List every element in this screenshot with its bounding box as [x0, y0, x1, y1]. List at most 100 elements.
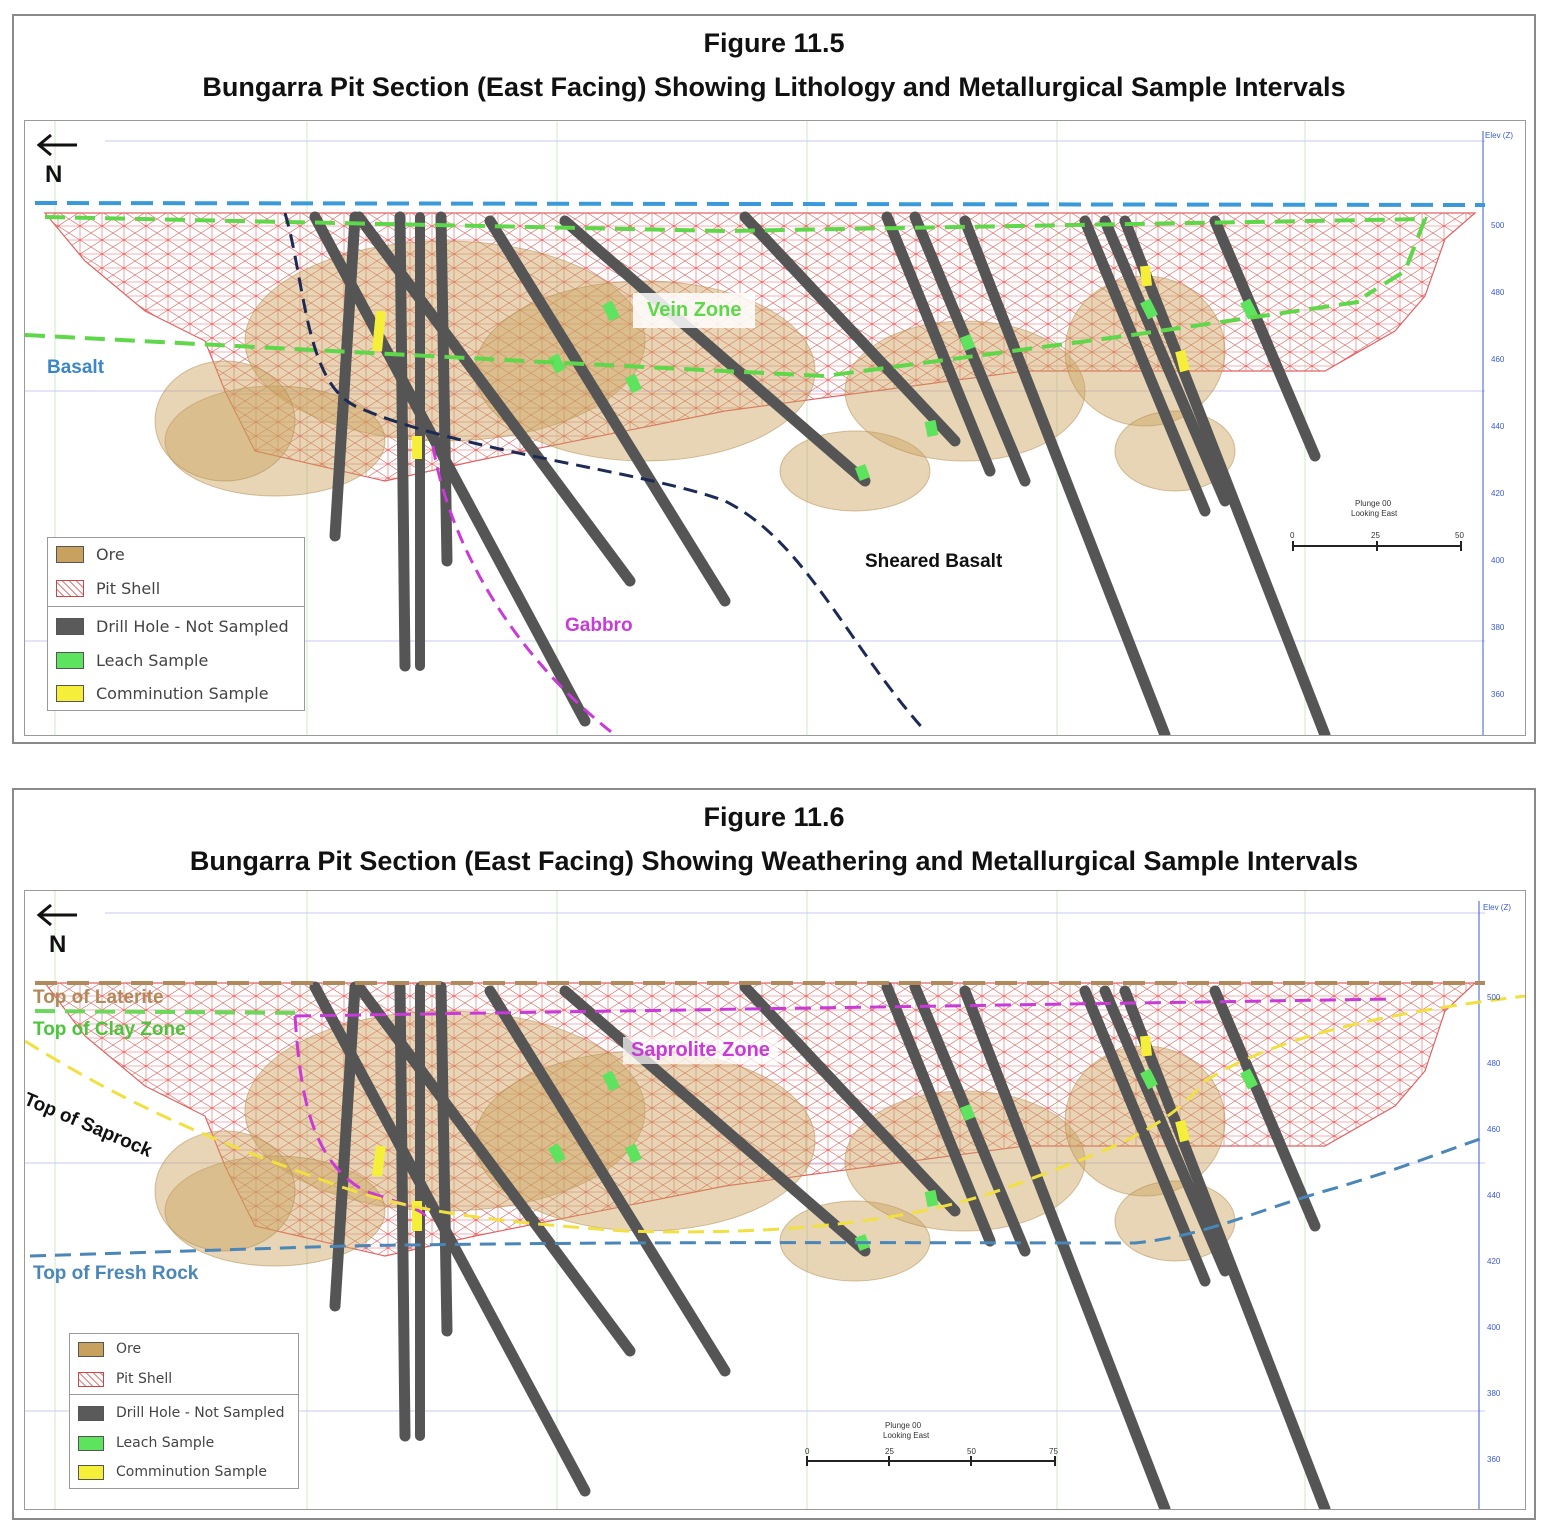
sheared-basalt-label: Sheared Basalt [865, 551, 1003, 572]
figure-number: Figure 11.6 [703, 802, 845, 832]
pit-section-view: N Top of Laterite Top of Clay Zone Top o… [24, 890, 1526, 1510]
comminution-swatch [56, 684, 84, 702]
legend-divider [70, 1394, 298, 1395]
legend: Ore Pit Shell Drill Hole - Not Sampled L… [47, 537, 305, 711]
vein-zone-label: Vein Zone [633, 293, 756, 328]
pit-shell-swatch [56, 579, 84, 597]
elevation-tick: 420 [1487, 1257, 1501, 1266]
pit-section-drawing [25, 121, 1486, 735]
elevation-tick: 420 [1491, 489, 1505, 498]
pit-section-drawing [25, 891, 1525, 1509]
legend-label: Pit Shell [116, 1371, 173, 1387]
elevation-tick: 440 [1487, 1191, 1501, 1200]
legend-item-comminution: Comminution Sample [78, 1461, 267, 1483]
legend-label: Pit Shell [96, 578, 161, 598]
elevation-tick: 380 [1491, 623, 1505, 632]
leach-samples [548, 1068, 1258, 1251]
elevation-axis-header: Elev (Z) [1485, 131, 1513, 140]
elevation-tick: 400 [1487, 1323, 1501, 1332]
comminution-samples [372, 265, 1190, 459]
top-of-fresh-rock-label: Top of Fresh Rock [33, 1263, 199, 1284]
legend-item-comminution: Comminution Sample [56, 682, 269, 704]
legend-label: Drill Hole - Not Sampled [116, 1405, 285, 1421]
north-label: N [49, 931, 67, 958]
elevation-tick: 360 [1491, 690, 1505, 699]
legend-item-leach: Leach Sample [56, 649, 208, 671]
elevation-tick: 500 [1487, 993, 1501, 1002]
elevation-tick: 460 [1491, 355, 1505, 364]
elevation-tick: 380 [1487, 1389, 1501, 1398]
legend-label: Comminution Sample [116, 1464, 268, 1480]
legend-item-drill-hole: Drill Hole - Not Sampled [56, 615, 289, 637]
scale-tick-label: 25 [885, 1447, 894, 1456]
saprolite-zone-label: Saprolite Zone [623, 1037, 778, 1064]
legend-item-ore: Ore [78, 1338, 141, 1360]
scale-tick-label: 50 [967, 1447, 976, 1456]
leach-swatch [78, 1435, 104, 1451]
legend-item-ore: Ore [56, 543, 125, 565]
elevation-tick: 440 [1491, 422, 1505, 431]
elevation-tick: 360 [1487, 1455, 1501, 1464]
vein-zone-upper [44, 215, 1428, 298]
figure-11-6-panel: Figure 11.6 Bungarra Pit Section (East F… [12, 788, 1536, 1520]
legend: Ore Pit Shell Drill Hole - Not Sampled L… [69, 1333, 299, 1489]
vein-zone-lower [25, 299, 1366, 379]
figure-number: Figure 11.5 [703, 28, 845, 58]
elevation-tick: 500 [1491, 221, 1505, 230]
figure-11-5-panel: Figure 11.5 Bungarra Pit Section (East F… [12, 14, 1536, 744]
scale-tick-label: 50 [1455, 531, 1464, 540]
gabbro-contact [431, 445, 616, 735]
pit-section-view: N Vein Zone Basalt Sheared Basalt Gabbro… [24, 120, 1526, 736]
legend-item-pit-shell: Pit Shell [78, 1368, 172, 1390]
legend-divider [48, 606, 304, 607]
scale-caption: Looking East [883, 1431, 930, 1440]
elevation-tick: 480 [1487, 1059, 1501, 1068]
scale-tick-label: 0 [1290, 531, 1295, 540]
clay-top-contact [34, 1009, 306, 1015]
elevation-tick: 480 [1491, 288, 1505, 297]
comminution-swatch [78, 1464, 104, 1480]
scale-caption: Plunge 00 [885, 1421, 922, 1430]
scale-bar [1292, 541, 1462, 551]
north-arrow-icon [36, 903, 77, 927]
leach-samples [548, 298, 1258, 481]
leach-swatch [56, 651, 84, 669]
elevation-axis-header: Elev (Z) [1483, 903, 1511, 912]
pit-shell-swatch [78, 1371, 104, 1387]
legend-item-leach: Leach Sample [78, 1432, 214, 1454]
north-label: N [45, 161, 63, 188]
scale-caption: Looking East [1351, 509, 1398, 518]
saprolite-boundary [293, 997, 1396, 1217]
scale-caption: Plunge 00 [1355, 499, 1392, 508]
legend-label: Leach Sample [96, 650, 209, 670]
basalt-label: Basalt [47, 357, 105, 378]
basalt-top-contact [34, 201, 1486, 207]
legend-item-pit-shell: Pit Shell [56, 577, 160, 599]
elevation-tick: 400 [1491, 556, 1505, 565]
legend-label: Leach Sample [116, 1435, 215, 1451]
drill-hole-swatch [56, 617, 84, 635]
elevation-tick: 460 [1487, 1125, 1501, 1134]
ore-swatch [56, 545, 84, 563]
drill-hole-swatch [78, 1405, 104, 1421]
saprock-top-contact [25, 994, 1525, 1234]
scale-tick-label: 75 [1049, 1447, 1058, 1456]
scale-tick-label: 0 [805, 1447, 810, 1456]
legend-label: Drill Hole - Not Sampled [96, 616, 289, 636]
scale-bar [806, 1456, 1056, 1466]
ore-swatch [78, 1341, 104, 1357]
scale-tick-label: 25 [1371, 531, 1380, 540]
legend-item-drill-hole: Drill Hole - Not Sampled [78, 1402, 285, 1424]
gabbro-label: Gabbro [565, 615, 633, 636]
top-of-clay-zone-label: Top of Clay Zone [33, 1019, 186, 1040]
figure-title: Bungarra Pit Section (East Facing) Showi… [202, 72, 1346, 102]
fresh-rock-top-contact [29, 1137, 1481, 1258]
drill-holes [309, 211, 1331, 735]
north-arrow-icon [36, 133, 77, 157]
top-of-laterite-label: Top of Laterite [33, 987, 164, 1008]
legend-label: Comminution Sample [96, 683, 269, 703]
shear-contact [283, 212, 927, 732]
figure-title: Bungarra Pit Section (East Facing) Showi… [189, 846, 1359, 876]
legend-label: Ore [96, 544, 125, 564]
legend-label: Ore [116, 1341, 142, 1357]
